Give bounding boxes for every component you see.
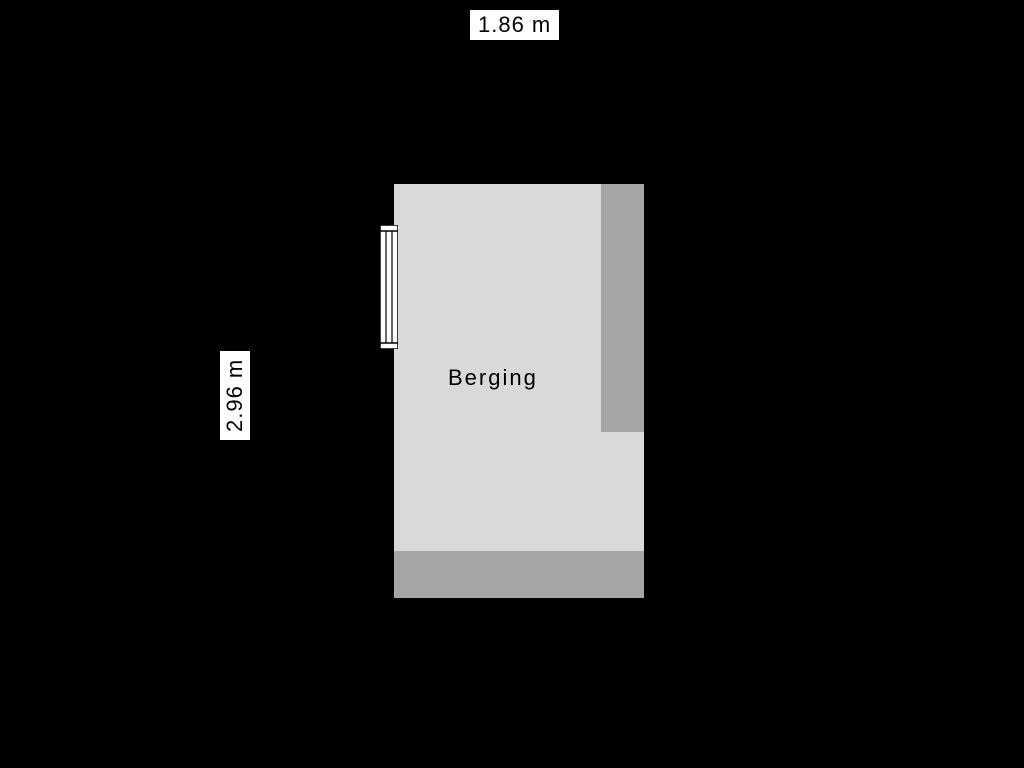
room-label: Berging <box>448 365 538 391</box>
obstruction-right <box>601 184 644 432</box>
obstruction-bottom <box>394 551 644 598</box>
height-dimension-label: 2.96 m <box>220 351 250 440</box>
width-dimension-label: 1.86 m <box>470 10 559 40</box>
window-icon <box>380 225 398 349</box>
